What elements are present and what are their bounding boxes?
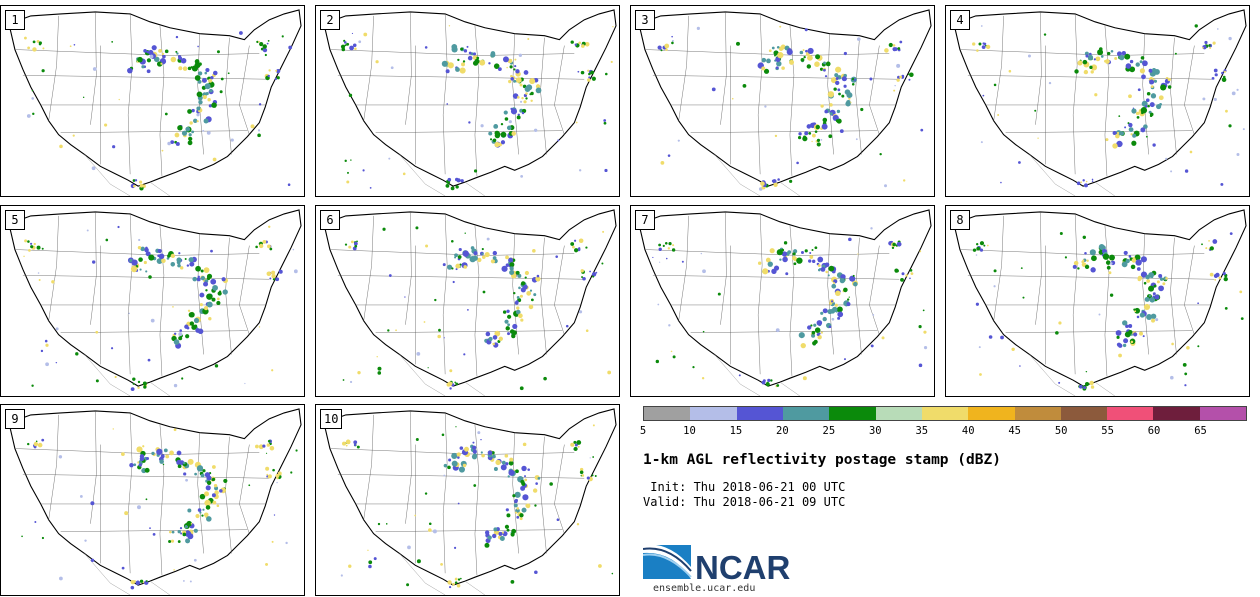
colorbar-tick: 30 xyxy=(868,425,882,437)
ncar-logo-icon: NCAR xyxy=(643,544,790,583)
conus-map xyxy=(323,209,617,396)
member-number-label: 8 xyxy=(950,210,970,230)
member-number-label: 10 xyxy=(320,409,343,429)
colorbar-swatch xyxy=(782,406,830,421)
map-panel-9: 9 xyxy=(0,404,305,596)
map-panel-8: 8 xyxy=(945,205,1250,397)
reflectivity-colorbar xyxy=(643,406,1248,421)
colorbar-swatch xyxy=(1060,406,1108,421)
map-panel-1: 1 xyxy=(0,5,305,197)
logo-text: NCAR xyxy=(695,549,790,583)
map-panel-5: 5 xyxy=(0,205,305,397)
conus-map xyxy=(953,9,1247,196)
conus-map xyxy=(323,9,617,196)
colorbar-tick: 40 xyxy=(961,425,975,437)
map-panel-4: 4 xyxy=(945,5,1250,197)
colorbar-swatch xyxy=(1199,406,1248,421)
map-panel-3: 3 xyxy=(630,5,935,197)
map-panel-2: 2 xyxy=(315,5,620,197)
conus-map xyxy=(638,209,932,396)
valid-time: Valid: Thu 2018-06-21 09 UTC xyxy=(643,495,846,509)
colorbar-tick: 5 xyxy=(639,425,647,437)
conus-map xyxy=(8,408,302,595)
member-number-label: 3 xyxy=(635,10,655,30)
colorbar-swatch xyxy=(690,406,737,421)
logo-url: ensemble.ucar.edu xyxy=(653,583,756,594)
map-panel-6: 6 xyxy=(315,205,620,397)
member-number-label: 1 xyxy=(5,10,25,30)
colorbar-swatch xyxy=(1014,406,1061,421)
member-number-label: 7 xyxy=(635,210,655,230)
colorbar-tick: 55 xyxy=(1101,425,1114,437)
colorbar-swatch xyxy=(736,406,783,421)
colorbar-tick: 15 xyxy=(729,425,743,437)
colorbar-tick: 25 xyxy=(822,425,836,437)
colorbar-tick: 65 xyxy=(1194,425,1207,437)
colorbar-swatch xyxy=(921,406,969,421)
figure-title: 1-km AGL reflectivity postage stamp (dBZ… xyxy=(643,452,1001,468)
member-number-label: 2 xyxy=(320,10,340,30)
member-number-label: 5 xyxy=(5,210,25,230)
init-time: Init: Thu 2018-06-21 00 UTC xyxy=(643,480,846,494)
colorbar-swatch xyxy=(875,406,922,421)
colorbar-tick: 60 xyxy=(1147,425,1161,437)
conus-map xyxy=(323,408,617,595)
conus-map xyxy=(8,209,302,396)
colorbar-tick: 20 xyxy=(776,425,789,437)
colorbar-swatch xyxy=(968,406,1015,421)
conus-map xyxy=(953,209,1247,396)
colorbar-swatch xyxy=(829,406,876,421)
colorbar-swatch xyxy=(643,406,691,421)
member-number-label: 9 xyxy=(5,409,25,429)
map-panel-10: 10 xyxy=(315,404,620,596)
colorbar-swatch xyxy=(1107,406,1154,421)
member-number-label: 6 xyxy=(320,210,340,230)
colorbar-tick: 35 xyxy=(915,425,929,437)
conus-map xyxy=(638,9,932,196)
conus-map xyxy=(8,9,302,196)
colorbar-swatch xyxy=(1153,406,1200,421)
map-panel-7: 7 xyxy=(630,205,935,397)
colorbar-tick: 45 xyxy=(1008,425,1022,437)
colorbar-tick: 10 xyxy=(683,425,696,437)
member-number-label: 4 xyxy=(950,10,970,30)
colorbar-tick: 50 xyxy=(1054,425,1068,437)
